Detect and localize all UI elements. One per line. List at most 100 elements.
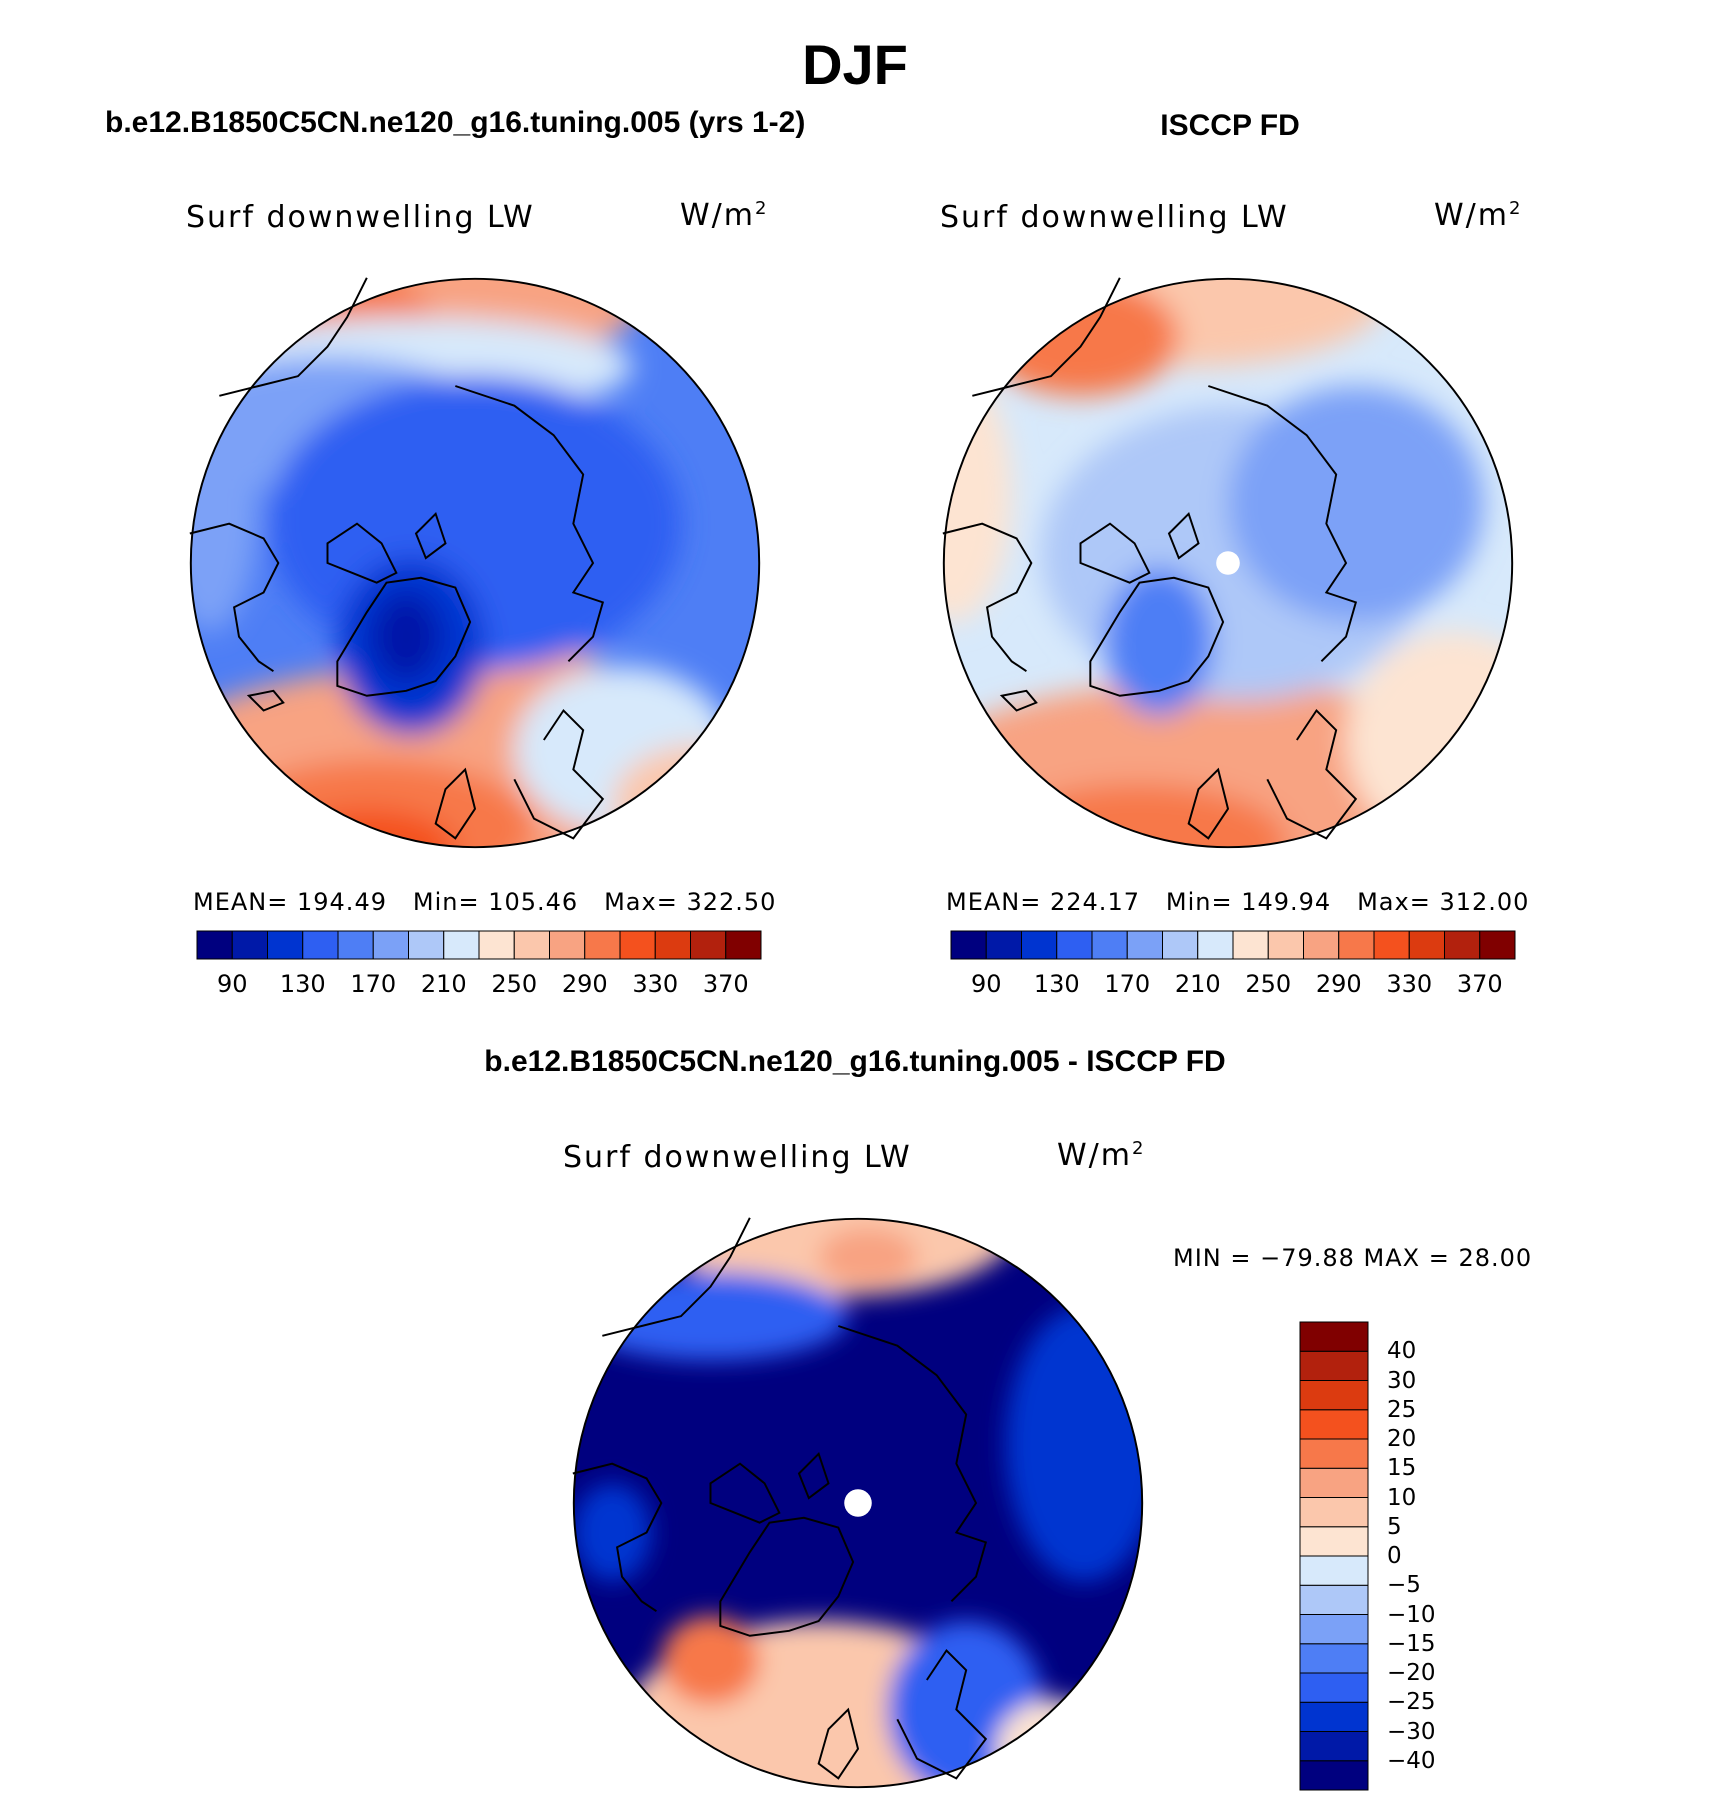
panel1-mean-value: 194.49 bbox=[297, 888, 387, 916]
panel2-min-label: Min= bbox=[1165, 888, 1233, 916]
colorbar-observations-tick-7: 370 bbox=[1456, 970, 1503, 998]
map-model-greenland-coldest bbox=[371, 592, 441, 681]
colorbar-model-tick-2: 170 bbox=[350, 970, 397, 998]
colorbar-difference-swatch-7 bbox=[1299, 1555, 1369, 1586]
panel2-units-label: W/m2 bbox=[1434, 198, 1523, 233]
colorbar-observations-ticks: 90 130 170 210 250 290 330 370 bbox=[950, 970, 1516, 1000]
colorbar-observations-swatch-11 bbox=[1338, 930, 1375, 960]
map-difference-coast-canada bbox=[572, 1462, 663, 1612]
map-observations-greenland-cold bbox=[1105, 567, 1214, 716]
colorbar-observations-swatch-15 bbox=[1479, 930, 1516, 960]
map-difference-pacific-hot bbox=[818, 1227, 917, 1287]
colorbar-model-swatch-1 bbox=[231, 930, 268, 960]
colorbar-model-swatch-9 bbox=[513, 930, 550, 960]
panel2-variable-label: Surf downwelling LW bbox=[940, 200, 1289, 235]
map-model-coast-archipelago bbox=[326, 512, 447, 584]
colorbar-observations-swatch-5 bbox=[1126, 930, 1163, 960]
panel3-title: b.e12.B1850C5CN.ne120_g16.tuning.005 - I… bbox=[484, 1045, 1226, 1078]
map-model-west-light bbox=[190, 376, 259, 632]
map-model-coast-iceland bbox=[246, 689, 285, 712]
colorbar-model-swatch-14 bbox=[690, 930, 727, 960]
colorbar-difference-swatch-13 bbox=[1299, 1380, 1369, 1411]
colorbar-difference-swatch-11 bbox=[1299, 1438, 1369, 1469]
colorbar-model-swatch-11 bbox=[584, 930, 621, 960]
colorbar-model-tick-5: 290 bbox=[561, 970, 608, 998]
map-model-coast-canada bbox=[189, 522, 280, 672]
colorbar-difference-tick-12: −25 bbox=[1387, 1689, 1436, 1716]
colorbar-model-tick-6: 330 bbox=[632, 970, 679, 998]
colorbar-difference-tick-4: 15 bbox=[1387, 1455, 1417, 1482]
colorbar-difference-swatch-1 bbox=[1299, 1731, 1369, 1762]
panel2-mean-value: 224.17 bbox=[1050, 888, 1140, 916]
map-observations-coast-greenland bbox=[1089, 576, 1225, 697]
map-difference-coast-greenland bbox=[719, 1516, 855, 1637]
colorbar-observations-swatch-14 bbox=[1444, 930, 1481, 960]
colorbar-difference-swatch-0 bbox=[1299, 1760, 1369, 1791]
panel1-variable-label: Surf downwelling LW bbox=[186, 200, 535, 235]
colorbar-difference-tick-0: 40 bbox=[1387, 1338, 1417, 1365]
colorbar-observations-tick-5: 290 bbox=[1315, 970, 1362, 998]
map-difference-coast-uk bbox=[817, 1707, 860, 1780]
colorbar-difference-swatch-14 bbox=[1299, 1350, 1369, 1381]
colorbar-model-swatch-7 bbox=[443, 930, 480, 960]
colorbar-model-tick-4: 250 bbox=[491, 970, 538, 998]
panel2-max-label: Max= bbox=[1357, 888, 1431, 916]
colorbar-difference-swatch-9 bbox=[1299, 1497, 1369, 1528]
map-model bbox=[189, 277, 761, 849]
colorbar-observations-swatch-0 bbox=[950, 930, 987, 960]
colorbar-model-tick-7: 370 bbox=[702, 970, 749, 998]
colorbar-observations-swatch-4 bbox=[1091, 930, 1128, 960]
panel1-title: b.e12.B1850C5CN.ne120_g16.tuning.005 (yr… bbox=[105, 106, 806, 139]
panel3-minmax: MIN = −79.88 MAX = 28.00 bbox=[1173, 1244, 1533, 1272]
colorbar-difference-tick-2: 25 bbox=[1387, 1396, 1417, 1423]
panel1-stats: MEAN= 194.49 Min= 105.46 Max= 322.50 bbox=[193, 888, 776, 916]
colorbar-difference-swatch-12 bbox=[1299, 1409, 1369, 1440]
panel1-max-value: 322.50 bbox=[686, 888, 777, 916]
panel3-variable-label: Surf downwelling LW bbox=[563, 1140, 912, 1175]
panel1-min-value: 105.46 bbox=[488, 888, 579, 916]
colorbar-model-swatch-2 bbox=[267, 930, 304, 960]
panel2-max-value: 312.00 bbox=[1439, 888, 1530, 916]
map-observations-coast-uk bbox=[1187, 767, 1230, 840]
map-model-frame bbox=[189, 277, 761, 849]
colorbar-observations-swatch-13 bbox=[1408, 930, 1445, 960]
map-difference-pole-missing bbox=[844, 1489, 872, 1517]
colorbar-difference-tick-1: 30 bbox=[1387, 1367, 1417, 1394]
colorbar-difference-swatch-8 bbox=[1299, 1526, 1369, 1557]
colorbar-observations-swatch-1 bbox=[985, 930, 1022, 960]
colorbar-model-swatch-12 bbox=[619, 930, 656, 960]
colorbar-difference-tick-10: −15 bbox=[1387, 1630, 1436, 1657]
colorbar-difference-tick-3: 20 bbox=[1387, 1426, 1417, 1452]
colorbar-observations-swatch-2 bbox=[1021, 930, 1058, 960]
colorbar-difference-tick-5: 10 bbox=[1387, 1484, 1417, 1511]
colorbar-difference-tick-7: 0 bbox=[1387, 1543, 1402, 1569]
colorbar-difference-tick-14: −40 bbox=[1387, 1747, 1436, 1774]
colorbar-observations bbox=[950, 930, 1516, 960]
figure-title: DJF bbox=[802, 33, 908, 96]
map-difference bbox=[572, 1217, 1144, 1789]
map-observations-coast-europe bbox=[1266, 708, 1358, 840]
colorbar-model-swatch-13 bbox=[654, 930, 691, 960]
panel2-title: ISCCP FD bbox=[1160, 109, 1300, 142]
map-difference-coast-siberia bbox=[838, 1325, 988, 1603]
colorbar-model-swatch-4 bbox=[337, 930, 374, 960]
map-difference-coast-archipelago bbox=[709, 1452, 830, 1524]
colorbar-observations-tick-3: 210 bbox=[1174, 970, 1221, 998]
colorbar-model-swatch-15 bbox=[725, 930, 762, 960]
panel2-min-value: 149.94 bbox=[1241, 888, 1332, 916]
map-model-coast-siberia bbox=[455, 385, 605, 663]
colorbar-observations-swatch-3 bbox=[1056, 930, 1093, 960]
colorbar-observations-swatch-7 bbox=[1197, 930, 1234, 960]
colorbar-observations-tick-0: 90 bbox=[970, 970, 1002, 998]
colorbar-observations-tick-4: 250 bbox=[1245, 970, 1292, 998]
map-difference-atlantic-hot bbox=[661, 1616, 760, 1705]
colorbar-model bbox=[196, 930, 762, 960]
colorbar-observations-tick-6: 330 bbox=[1386, 970, 1433, 998]
map-difference-canada-blue bbox=[573, 1483, 652, 1582]
map-observations-coast-archipelago bbox=[1079, 512, 1200, 584]
panel1-max-label: Max= bbox=[604, 888, 678, 916]
panel2-mean-label: MEAN= bbox=[946, 888, 1042, 916]
map-observations bbox=[942, 277, 1514, 849]
colorbar-model-swatch-10 bbox=[549, 930, 586, 960]
colorbar-difference-tick-13: −30 bbox=[1387, 1718, 1436, 1745]
